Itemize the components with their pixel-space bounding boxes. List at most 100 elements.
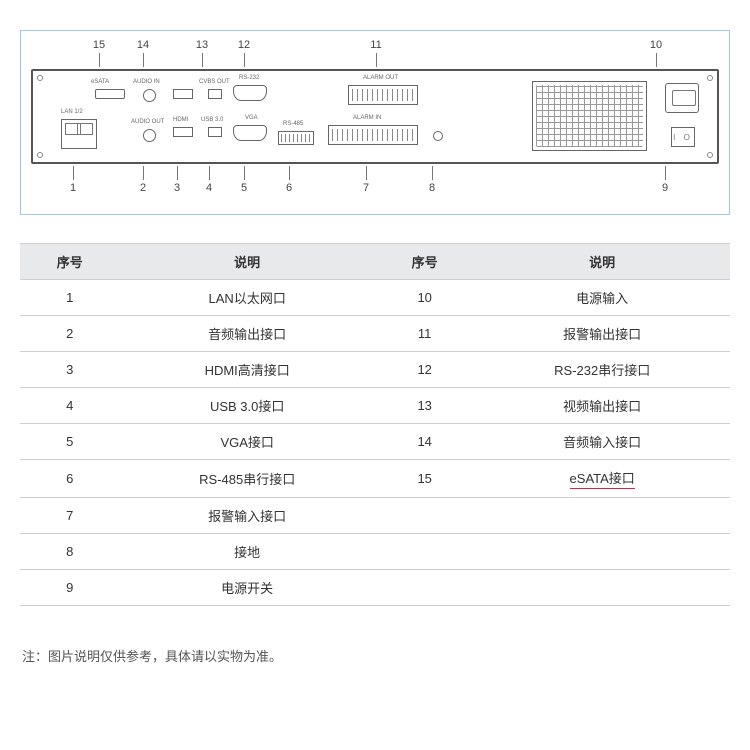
cell-desc-right: eSATA接口 <box>474 460 730 498</box>
cell-desc-left: 电源开关 <box>119 570 375 606</box>
screw-icon <box>37 75 43 81</box>
callouts-bottom: 123456789 <box>31 164 719 194</box>
port-label-hdmi: HDMI <box>173 117 188 123</box>
port-alarm-out <box>348 85 418 105</box>
callout-number: 15 <box>89 39 109 51</box>
cell-desc-left: USB 3.0接口 <box>119 388 375 424</box>
port-alarm-in <box>328 125 418 145</box>
port-ground <box>433 131 443 141</box>
callout-number: 8 <box>422 182 442 194</box>
callout-number: 1 <box>63 182 83 194</box>
cell-num-right: 11 <box>375 316 474 352</box>
callout-number: 10 <box>646 39 666 51</box>
port-label-audio-in: AUDIO IN <box>133 79 160 85</box>
port-label-cvbs: CVBS OUT <box>199 79 230 85</box>
cell-num-left: 3 <box>20 352 119 388</box>
cell-desc-right: 音频输入接口 <box>474 424 730 460</box>
cell-desc-left: 报警输入接口 <box>119 498 375 534</box>
cell-num-right: 12 <box>375 352 474 388</box>
port-vga <box>233 125 267 141</box>
port-audio-in <box>143 89 156 102</box>
cell-num-left: 2 <box>20 316 119 352</box>
callout-number: 13 <box>192 39 212 51</box>
cell-num-left: 4 <box>20 388 119 424</box>
psu-fan-block <box>532 81 647 151</box>
callout-number: 6 <box>279 182 299 194</box>
cell-num-left: 8 <box>20 534 119 570</box>
cell-desc-right: 电源输入 <box>474 280 730 316</box>
col-header-desc-left: 说明 <box>119 244 375 280</box>
port-rs485 <box>278 131 314 145</box>
callout-number: 14 <box>133 39 153 51</box>
footnote-text: 注：图片说明仅供参考，具体请以实物为准。 <box>20 646 730 665</box>
col-header-desc-right: 说明 <box>474 244 730 280</box>
callout-number: 5 <box>234 182 254 194</box>
port-rs232 <box>233 85 267 101</box>
port-label-esata: eSATA <box>91 79 109 85</box>
port-label-rs485: RS-485 <box>283 121 303 127</box>
port-label-audio-out: AUDIO OUT <box>131 119 164 125</box>
port-usb3 <box>208 127 222 137</box>
port-label-usb: USB 3.0 <box>201 117 223 123</box>
port-description-table: 序号 说明 序号 说明 1LAN以太网口10电源输入2音频输出接口11报警输出接… <box>20 243 730 606</box>
port-power-input <box>665 83 699 113</box>
cell-num-right <box>375 498 474 534</box>
callout-number: 11 <box>366 39 386 51</box>
cell-desc-left: LAN以太网口 <box>119 280 375 316</box>
cell-desc-right: 报警输出接口 <box>474 316 730 352</box>
screw-icon <box>707 152 713 158</box>
table-row: 7报警输入接口 <box>20 498 730 534</box>
cell-num-left: 6 <box>20 460 119 498</box>
callout-number: 12 <box>234 39 254 51</box>
table-header-row: 序号 说明 序号 说明 <box>20 244 730 280</box>
table-row: 4USB 3.0接口13视频输出接口 <box>20 388 730 424</box>
port-audio-out <box>143 129 156 142</box>
table-row: 8接地 <box>20 534 730 570</box>
port-label-alarm-in: ALARM IN <box>353 115 381 121</box>
cell-desc-right <box>474 534 730 570</box>
cell-desc-right <box>474 498 730 534</box>
cell-num-right <box>375 570 474 606</box>
table-row: 3HDMI高清接口12RS-232串行接口 <box>20 352 730 388</box>
port-label-lan: LAN 1/2 <box>61 109 83 115</box>
cell-num-right <box>375 534 474 570</box>
table-row: 6RS-485串行接口15eSATA接口 <box>20 460 730 498</box>
cell-num-right: 13 <box>375 388 474 424</box>
screw-icon <box>707 75 713 81</box>
screw-icon <box>37 152 43 158</box>
callout-number: 7 <box>356 182 376 194</box>
cell-desc-left: RS-485串行接口 <box>119 460 375 498</box>
col-header-num-left: 序号 <box>20 244 119 280</box>
cell-desc-left: HDMI高清接口 <box>119 352 375 388</box>
cell-num-right: 15 <box>375 460 474 498</box>
cell-num-right: 10 <box>375 280 474 316</box>
cell-num-right: 14 <box>375 424 474 460</box>
port-hdmi-top <box>173 89 193 99</box>
callout-number: 4 <box>199 182 219 194</box>
table-row: 5VGA接口14音频输入接口 <box>20 424 730 460</box>
cell-num-left: 9 <box>20 570 119 606</box>
cell-desc-left: 接地 <box>119 534 375 570</box>
device-rear-panel: eSATA LAN 1/2 AUDIO IN AUDIO OUT HDMI CV… <box>31 69 719 164</box>
port-esata <box>95 89 125 99</box>
port-hdmi-bottom <box>173 127 193 137</box>
cell-desc-right <box>474 570 730 606</box>
callout-number: 2 <box>133 182 153 194</box>
cell-num-left: 5 <box>20 424 119 460</box>
rear-panel-diagram: 151413121110 eSATA LAN 1/2 AUDIO IN AUDI… <box>20 30 730 215</box>
port-cvbs <box>208 89 222 99</box>
callouts-top: 15 14 13 12 11 10 <box>31 39 719 69</box>
cell-num-left: 7 <box>20 498 119 534</box>
port-label-rs232: RS-232 <box>239 75 259 81</box>
port-lan <box>61 119 97 149</box>
port-label-vga: VGA <box>245 115 258 121</box>
table-row: 1LAN以太网口10电源输入 <box>20 280 730 316</box>
callout-number: 3 <box>167 182 187 194</box>
power-switch <box>671 127 695 147</box>
cell-desc-left: 音频输出接口 <box>119 316 375 352</box>
cell-num-left: 1 <box>20 280 119 316</box>
col-header-num-right: 序号 <box>375 244 474 280</box>
table-row: 9电源开关 <box>20 570 730 606</box>
cell-desc-right: 视频输出接口 <box>474 388 730 424</box>
cell-desc-right: RS-232串行接口 <box>474 352 730 388</box>
